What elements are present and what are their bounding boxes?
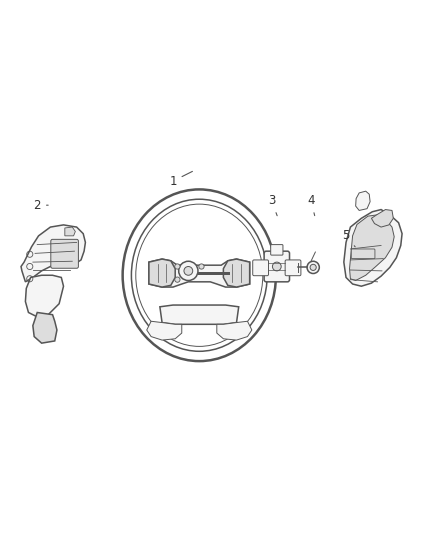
Polygon shape [33, 312, 57, 343]
FancyBboxPatch shape [285, 260, 301, 276]
Polygon shape [356, 191, 370, 211]
Polygon shape [350, 215, 394, 280]
Circle shape [184, 266, 193, 275]
Polygon shape [223, 259, 250, 287]
FancyBboxPatch shape [51, 239, 78, 268]
Polygon shape [147, 321, 182, 340]
Circle shape [272, 262, 281, 271]
Circle shape [179, 261, 198, 280]
Polygon shape [65, 227, 75, 236]
FancyBboxPatch shape [271, 245, 283, 255]
Circle shape [199, 264, 204, 269]
Polygon shape [217, 321, 252, 340]
Text: 2: 2 [33, 199, 48, 212]
Circle shape [307, 261, 319, 273]
Polygon shape [371, 209, 393, 227]
Text: 3: 3 [268, 195, 277, 216]
Text: 1: 1 [169, 172, 192, 188]
FancyBboxPatch shape [264, 251, 290, 282]
Polygon shape [25, 275, 64, 317]
Polygon shape [21, 225, 85, 282]
Text: 4: 4 [307, 195, 315, 216]
Polygon shape [149, 259, 175, 287]
Circle shape [175, 277, 180, 282]
Circle shape [175, 264, 180, 269]
Polygon shape [160, 305, 239, 324]
Polygon shape [149, 259, 250, 287]
Polygon shape [344, 209, 402, 286]
FancyBboxPatch shape [253, 260, 268, 276]
Text: 5: 5 [343, 229, 355, 247]
Circle shape [310, 264, 316, 270]
FancyBboxPatch shape [351, 249, 375, 259]
